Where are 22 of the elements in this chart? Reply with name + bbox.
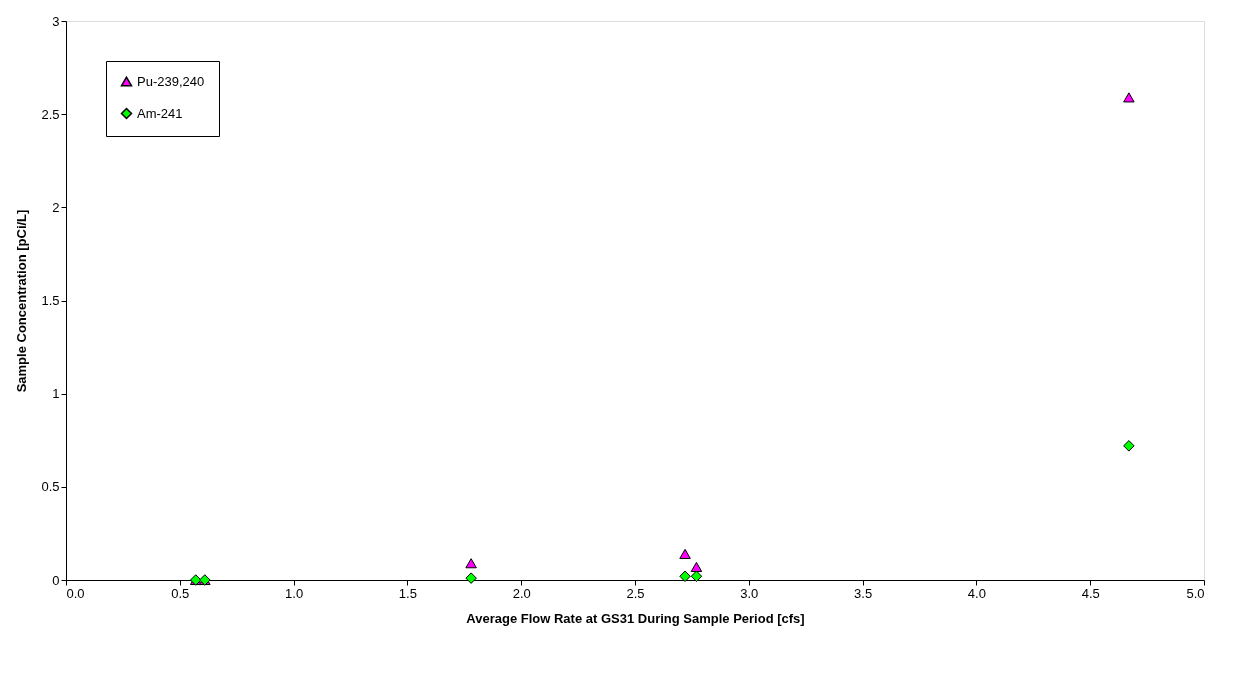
y-tick-label: 0: [52, 572, 60, 588]
x-tick-label: 0.5: [171, 585, 190, 601]
x-tick-label: 4.5: [1081, 585, 1100, 601]
x-tick-label: 3.5: [854, 585, 873, 601]
y-tick-label: 0.5: [41, 479, 60, 495]
y-tick-label: 2.5: [41, 106, 60, 122]
x-tick-label: 0.0: [66, 585, 85, 601]
x-tick-label: 1.5: [398, 585, 417, 601]
legend-label: Am-241: [137, 105, 183, 121]
x-tick-label: 3.0: [740, 585, 759, 601]
y-tick-label: 1.5: [41, 293, 60, 308]
x-tick-label: 5.0: [1186, 585, 1205, 601]
y-tick-label: 1: [52, 386, 60, 402]
legend-label: Pu-239,240: [137, 73, 205, 89]
x-tick-label: 1.0: [285, 585, 304, 601]
x-tick-label: 4.0: [967, 585, 986, 601]
x-axis-title: Average Flow Rate at GS31 During Sample Period [cfs]: [466, 610, 805, 626]
x-tick-label: 2.0: [512, 585, 531, 601]
y-tick-label: 3: [52, 13, 60, 29]
x-tick-label: 2.5: [626, 585, 645, 601]
y-tick-label: 2: [52, 199, 60, 215]
y-axis-title: Sample Concentration [pCi/L]: [14, 209, 30, 393]
